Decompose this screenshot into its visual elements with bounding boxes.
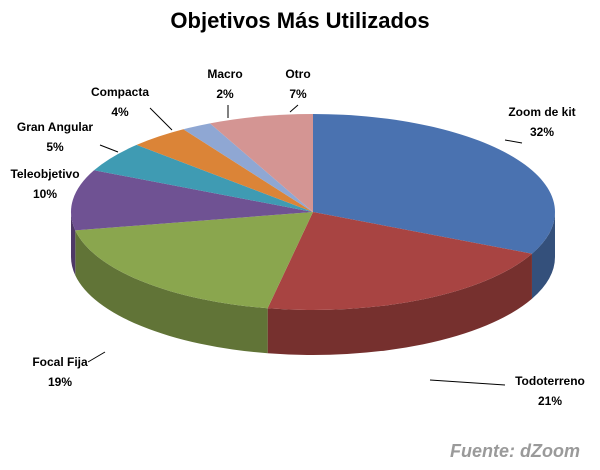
value-label: 19%	[48, 375, 72, 389]
slice-side	[267, 253, 532, 355]
source-note: Fuente: dZoom	[450, 441, 580, 461]
value-label: 10%	[33, 187, 57, 201]
slice	[136, 129, 313, 212]
slice-side	[531, 212, 555, 299]
slice	[70, 170, 313, 231]
slice-side	[75, 230, 268, 354]
slice	[183, 123, 313, 212]
value-label: 5%	[46, 140, 64, 154]
value-label: 32%	[530, 125, 554, 139]
value-label: 21%	[538, 394, 562, 408]
category-label: Todoterreno	[515, 374, 585, 388]
slice	[75, 212, 313, 309]
category-label: Compacta	[91, 85, 149, 99]
category-label: Gran Angular	[17, 120, 94, 134]
value-label: 2%	[216, 87, 234, 101]
category-label: Teleobjetivo	[10, 167, 79, 181]
leader-line	[504, 139, 523, 144]
category-label: Zoom de kit	[508, 105, 575, 119]
slice	[267, 212, 532, 310]
value-label: 7%	[289, 87, 307, 101]
category-label: Focal Fija	[32, 355, 88, 369]
leader-line	[429, 379, 506, 386]
leader-line	[87, 351, 106, 363]
slice-side	[71, 212, 76, 276]
leader-line	[289, 104, 299, 113]
chart-title: Objetivos Más Utilizados	[170, 8, 429, 33]
leader-line	[99, 144, 119, 153]
slice	[313, 114, 555, 254]
category-label: Macro	[207, 67, 242, 81]
category-label: Otro	[285, 67, 310, 81]
slice	[94, 144, 313, 212]
slice	[209, 114, 313, 212]
leader-line	[149, 107, 173, 131]
value-label: 4%	[111, 105, 129, 119]
